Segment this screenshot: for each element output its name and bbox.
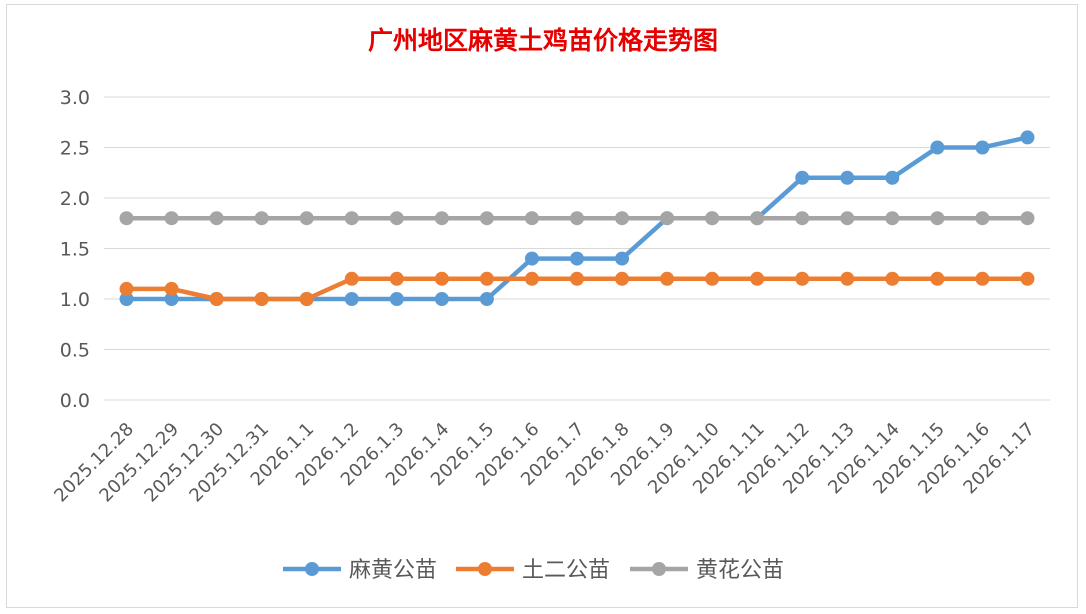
data-point [570,271,584,286]
chart-title: 广州地区麻黄土鸡苗价格走势图 [368,26,718,55]
data-point [615,251,630,266]
data-point [885,211,900,226]
x-axis-ticks: 2025.12.282025.12.292025.12.302025.12.31… [50,419,1039,507]
data-point [254,211,269,226]
y-tick-label: 1.5 [60,239,90,261]
data-point [524,271,539,286]
data-point [705,211,720,226]
y-tick-label: 2.5 [60,138,90,160]
data-point [344,271,359,286]
data-point [840,170,855,185]
y-tick-label: 2.0 [60,188,90,210]
data-point [795,211,810,226]
legend-item: 麻黄公苗 [283,558,437,583]
data-point [479,211,494,226]
data-point [164,281,179,296]
data-point [750,271,765,286]
data-point [930,271,945,286]
data-point [750,211,765,226]
data-point [119,211,134,226]
data-point [1020,211,1035,226]
data-point [930,140,945,155]
y-tick-label: 0.5 [60,340,90,362]
legend-marker [652,562,666,576]
data-point [434,211,449,226]
data-point [615,271,630,286]
data-point [975,271,990,286]
legend-label: 麻黄公苗 [349,558,437,583]
data-point [164,211,179,226]
data-point [389,211,404,226]
series-2 [119,271,1035,306]
legend-label: 土二公苗 [522,558,610,583]
data-point [119,292,134,306]
data-point [479,292,494,306]
grid-layer [104,96,1050,401]
data-point [570,211,584,226]
data-point [705,271,720,286]
y-tick-label: 0.0 [60,390,90,412]
data-point [524,211,539,226]
legend: 麻黄公苗 土二公苗 黄花公苗 [283,558,784,583]
data-point [840,211,855,226]
data-point [434,292,449,306]
data-point [389,292,404,306]
data-point [975,140,990,155]
data-point [389,271,404,286]
y-tick-label: 1.0 [60,289,90,311]
data-point [660,271,675,286]
data-point [615,211,630,226]
legend-label: 黄花公苗 [696,558,784,583]
data-point [344,211,359,226]
legend-item: 黄花公苗 [630,558,784,583]
data-point [1020,271,1035,286]
data-point [840,271,855,286]
data-point [479,271,494,286]
y-tick-label: 3.0 [60,87,90,109]
chart-frame [6,4,1078,608]
legend-marker [478,562,492,576]
data-point [209,211,224,226]
data-point [524,251,539,266]
data-point [209,292,224,306]
data-point [1020,130,1035,145]
data-point [660,211,675,226]
data-point [299,292,314,306]
data-point [434,271,449,286]
data-point [885,271,900,286]
data-point [930,211,945,226]
data-point [795,170,810,185]
series-layer [119,130,1035,306]
series-3 [119,211,1035,226]
data-point [570,251,584,266]
data-point [885,170,900,185]
legend-marker [305,562,319,576]
data-point [299,211,314,226]
data-point [795,271,810,286]
legend-item: 土二公苗 [456,558,610,583]
data-point [119,281,134,296]
data-point [344,292,359,306]
data-point [254,292,269,306]
y-axis-ticks: 0.0 0.5 1.0 1.5 2.0 2.5 3.0 [60,87,90,412]
data-point [164,292,179,306]
data-point [975,211,990,226]
